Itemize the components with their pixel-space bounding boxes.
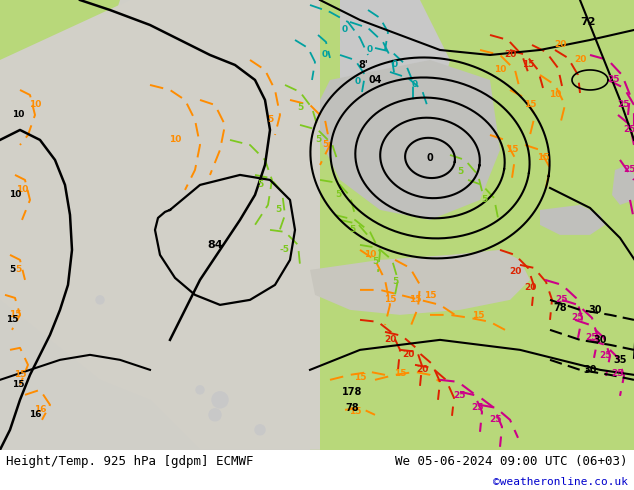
Text: 15: 15 <box>394 369 406 378</box>
Text: 25: 25 <box>608 75 620 84</box>
Text: 20: 20 <box>509 268 521 276</box>
Text: 15: 15 <box>409 295 421 304</box>
Text: 72: 72 <box>580 17 596 27</box>
Text: 5: 5 <box>335 191 341 199</box>
Text: 5: 5 <box>297 103 303 113</box>
Text: 16: 16 <box>29 410 41 419</box>
Text: 10: 10 <box>169 135 181 145</box>
Text: 10: 10 <box>12 110 24 120</box>
Text: 25: 25 <box>572 314 585 322</box>
Text: 20: 20 <box>384 335 396 344</box>
Polygon shape <box>340 0 450 120</box>
Text: 15: 15 <box>12 380 24 390</box>
Text: 15: 15 <box>354 373 366 382</box>
Circle shape <box>255 425 265 435</box>
Polygon shape <box>612 165 634 205</box>
Circle shape <box>196 386 204 394</box>
Text: -5: -5 <box>280 245 290 254</box>
Text: We 05-06-2024 09:00 UTC (06+03): We 05-06-2024 09:00 UTC (06+03) <box>395 455 628 468</box>
Polygon shape <box>310 0 634 450</box>
Text: 5: 5 <box>15 266 21 274</box>
Text: 5: 5 <box>349 225 355 234</box>
Text: 15: 15 <box>14 370 26 379</box>
Text: 30: 30 <box>593 335 607 345</box>
Text: 15: 15 <box>9 310 22 319</box>
Text: 10: 10 <box>16 185 28 195</box>
Text: 0: 0 <box>342 25 348 34</box>
Circle shape <box>209 409 221 421</box>
Text: 25: 25 <box>472 403 484 413</box>
Polygon shape <box>310 250 530 315</box>
Text: 5: 5 <box>315 135 321 145</box>
Text: 5: 5 <box>392 277 398 286</box>
Text: 15: 15 <box>537 153 549 163</box>
Text: 178: 178 <box>342 387 362 397</box>
Text: 8': 8' <box>358 60 368 70</box>
Text: 5: 5 <box>275 205 281 215</box>
Text: 5: 5 <box>257 180 263 190</box>
Text: 0: 0 <box>427 153 434 163</box>
Text: 15: 15 <box>506 146 518 154</box>
Text: 15: 15 <box>6 316 18 324</box>
Text: 30: 30 <box>583 365 597 375</box>
Circle shape <box>212 392 228 408</box>
Text: 25: 25 <box>454 392 466 400</box>
Text: 20: 20 <box>574 55 586 65</box>
Text: 16: 16 <box>34 405 46 415</box>
Text: 15: 15 <box>424 292 436 300</box>
Text: 84: 84 <box>207 240 223 250</box>
Text: 25: 25 <box>612 369 624 378</box>
Circle shape <box>96 296 104 304</box>
Text: 15: 15 <box>349 407 361 416</box>
Polygon shape <box>0 0 320 450</box>
Text: 20: 20 <box>402 350 414 359</box>
Polygon shape <box>0 0 120 80</box>
Text: 20: 20 <box>554 41 566 49</box>
Text: 78: 78 <box>553 303 567 313</box>
Text: 20: 20 <box>524 283 536 293</box>
Text: 5: 5 <box>372 257 378 267</box>
Text: ©weatheronline.co.uk: ©weatheronline.co.uk <box>493 477 628 487</box>
Text: Height/Temp. 925 hPa [gdpm] ECMWF: Height/Temp. 925 hPa [gdpm] ECMWF <box>6 455 254 468</box>
Text: 25: 25 <box>556 295 568 304</box>
Text: 25: 25 <box>489 416 502 424</box>
Text: 15: 15 <box>522 60 534 70</box>
Text: 0: 0 <box>412 80 418 90</box>
Text: 10: 10 <box>364 250 376 259</box>
Text: 5: 5 <box>267 116 273 124</box>
Text: 25: 25 <box>623 166 634 174</box>
Text: 0: 0 <box>322 50 328 59</box>
Text: 78: 78 <box>345 403 359 413</box>
Text: 30: 30 <box>588 305 602 315</box>
Polygon shape <box>0 0 90 180</box>
Text: 0: 0 <box>367 46 373 54</box>
Text: 25: 25 <box>600 351 612 360</box>
Text: 5: 5 <box>457 168 463 176</box>
Text: 5: 5 <box>322 141 328 149</box>
Text: 10: 10 <box>9 191 21 199</box>
Text: 35: 35 <box>613 355 627 365</box>
Text: 15: 15 <box>384 295 396 304</box>
Text: 10: 10 <box>29 100 41 109</box>
Text: 15: 15 <box>472 311 484 320</box>
Text: 25: 25 <box>624 125 634 134</box>
Polygon shape <box>540 205 605 235</box>
Text: 0: 0 <box>355 77 361 86</box>
Text: 25: 25 <box>586 333 598 343</box>
Text: 04: 04 <box>368 75 382 85</box>
Text: 0: 0 <box>392 60 398 70</box>
Text: 10: 10 <box>549 91 561 99</box>
Text: 5: 5 <box>481 196 487 204</box>
Text: 20: 20 <box>504 50 516 59</box>
Text: 5: 5 <box>9 266 15 274</box>
Text: 25: 25 <box>618 100 630 109</box>
FancyBboxPatch shape <box>0 0 634 450</box>
Polygon shape <box>320 60 500 220</box>
Text: 20: 20 <box>416 366 428 374</box>
Text: 10: 10 <box>494 66 506 74</box>
Text: 15: 15 <box>524 100 536 109</box>
